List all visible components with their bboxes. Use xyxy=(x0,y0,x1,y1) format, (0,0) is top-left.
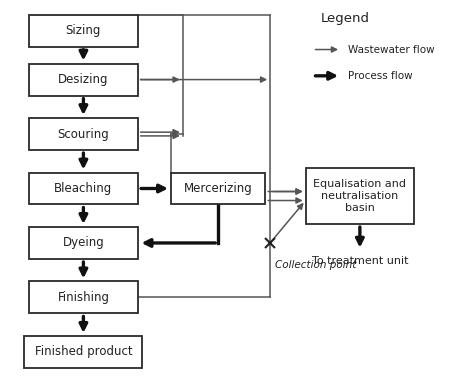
Text: Finishing: Finishing xyxy=(57,291,109,304)
Text: Equalisation and
neutralisation
basin: Equalisation and neutralisation basin xyxy=(313,179,406,213)
Text: To treatment unit: To treatment unit xyxy=(311,256,408,266)
Text: Collection point: Collection point xyxy=(275,260,356,270)
Text: Wastewater flow: Wastewater flow xyxy=(348,44,435,55)
Text: Process flow: Process flow xyxy=(348,71,413,81)
FancyBboxPatch shape xyxy=(29,118,138,150)
Text: Finished product: Finished product xyxy=(35,345,132,359)
Text: Bleaching: Bleaching xyxy=(55,182,112,195)
Text: Dyeing: Dyeing xyxy=(63,236,104,250)
Text: Mercerizing: Mercerizing xyxy=(184,182,253,195)
FancyBboxPatch shape xyxy=(24,336,143,368)
Text: Legend: Legend xyxy=(321,12,370,25)
FancyBboxPatch shape xyxy=(29,227,138,259)
Text: Scouring: Scouring xyxy=(57,127,109,141)
Text: Sizing: Sizing xyxy=(66,24,101,37)
FancyBboxPatch shape xyxy=(29,173,138,204)
FancyBboxPatch shape xyxy=(29,282,138,313)
Text: Desizing: Desizing xyxy=(58,73,109,86)
FancyBboxPatch shape xyxy=(29,64,138,95)
FancyBboxPatch shape xyxy=(171,173,265,204)
FancyBboxPatch shape xyxy=(306,168,414,224)
FancyBboxPatch shape xyxy=(29,15,138,47)
